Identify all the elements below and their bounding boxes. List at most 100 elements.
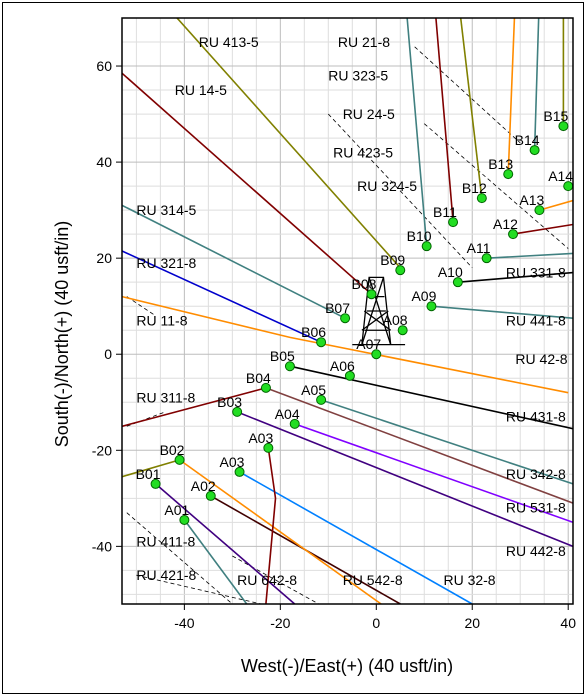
pad-slots xyxy=(150,121,574,525)
pad-slot-marker xyxy=(366,289,377,300)
pad-slot-marker xyxy=(421,241,432,252)
pad-slot-marker xyxy=(316,394,327,405)
well-path xyxy=(122,295,569,394)
pad-slot-marker xyxy=(481,253,492,264)
pad-slot-marker xyxy=(289,418,300,429)
pad-slot-label: B07 xyxy=(325,300,350,316)
reference-dash xyxy=(136,574,262,605)
pad-slot-marker xyxy=(150,478,161,489)
pad-slot-label: B15 xyxy=(543,108,568,124)
pad-slot-marker xyxy=(232,406,243,417)
pad-slot-label: A14 xyxy=(548,168,573,184)
pad-slot-marker xyxy=(263,442,274,453)
x-tick-label: -40 xyxy=(174,615,194,631)
well-label: RU 531-8 xyxy=(506,500,566,516)
well-label: RU 423-5 xyxy=(333,144,393,160)
well-path xyxy=(122,387,267,428)
well-label: RU 311-8 xyxy=(136,389,195,405)
x-axis-label: West(-)/East(+) (40 usft/in) xyxy=(241,656,453,676)
pad-slot-marker xyxy=(179,514,190,525)
well-path xyxy=(175,18,401,269)
pad-slot-marker xyxy=(534,205,545,216)
well-path xyxy=(122,204,346,319)
pad-slot-label: B13 xyxy=(488,156,513,172)
x-tick-label: 40 xyxy=(560,615,576,631)
well-path xyxy=(155,483,296,604)
pad-slot-label: B02 xyxy=(160,442,185,458)
pad-slot-label: B05 xyxy=(270,348,295,364)
well-path xyxy=(457,271,573,283)
well-label: RU 442-8 xyxy=(506,543,566,559)
pad-slot-label: A02 xyxy=(191,478,216,494)
well-path xyxy=(122,250,322,343)
well-path xyxy=(533,18,540,151)
well-labels: RU 413-5 RU 21-8 RU 323-5 RU 14-5 RU 24-5 RU … xyxy=(136,34,567,588)
well-label: RU 321-8 xyxy=(136,255,196,271)
well-label: RU 11-8 xyxy=(136,312,187,328)
pad-slot-label: B09 xyxy=(380,252,405,268)
pad-slot-label: A12 xyxy=(493,216,518,232)
well-path xyxy=(512,223,573,235)
pad-slot-marker xyxy=(448,217,459,228)
well-path xyxy=(265,387,573,504)
pad-slot-label: A01 xyxy=(164,502,189,518)
well-path xyxy=(459,18,483,199)
pad-slot-marker xyxy=(529,145,540,156)
well-label: RU 331-8 xyxy=(506,264,566,280)
y-tick-label: 0 xyxy=(104,346,112,362)
reference-dash xyxy=(424,123,569,249)
pad-slot-marker xyxy=(395,265,406,276)
well-label: RU 542-8 xyxy=(343,572,403,588)
well-path xyxy=(239,471,473,604)
well-path xyxy=(236,411,573,548)
well-label: RU 24-5 xyxy=(343,106,395,122)
pad-slot-marker xyxy=(371,349,382,360)
pad-slot-label: B12 xyxy=(462,180,487,196)
y-tick-labels: -40 -20 0 20 40 60 xyxy=(92,58,122,554)
well-path xyxy=(294,423,573,524)
pad-slot-marker xyxy=(174,454,185,465)
pad-slot-marker xyxy=(284,361,295,372)
y-tick-label: -40 xyxy=(92,538,112,554)
plot-border xyxy=(121,17,574,605)
pad-slot-label: B14 xyxy=(515,132,540,148)
rig-strut xyxy=(361,310,389,331)
pad-slot-label: B04 xyxy=(246,370,271,386)
pad-slot-marker xyxy=(508,229,519,240)
pad-slot-label: A03 xyxy=(220,454,245,470)
y-tick-label: 60 xyxy=(96,58,112,74)
pad-slot-label: A13 xyxy=(519,192,544,208)
well-label: RU 42-8 xyxy=(515,351,567,367)
pad-slot-marker xyxy=(426,301,437,312)
pad-slot-label: A11 xyxy=(467,240,491,256)
grid-lines xyxy=(122,17,573,604)
reference-dash xyxy=(414,46,521,144)
well-path xyxy=(122,72,373,295)
pad-slot-label: B06 xyxy=(301,324,326,340)
y-tick-label: -20 xyxy=(92,442,112,458)
pad-slot-marker xyxy=(476,193,487,204)
pad-slot-label: A08 xyxy=(383,312,408,328)
well-path xyxy=(122,459,180,478)
rig-strut xyxy=(363,310,392,331)
reference-dash xyxy=(232,555,319,605)
pad-slot-label: B11 xyxy=(433,204,457,220)
x-tick-label: 0 xyxy=(372,615,380,631)
well-path xyxy=(265,447,277,604)
reference-dash xyxy=(328,113,473,269)
pad-slot-marker xyxy=(234,466,245,477)
well-label: RU 411-8 xyxy=(136,533,195,549)
pad-slot-marker xyxy=(340,313,351,324)
well-path xyxy=(539,199,573,211)
pad-slot-label: A10 xyxy=(438,264,463,280)
pad-slot-label: A04 xyxy=(275,406,300,422)
well-path xyxy=(507,18,516,175)
pad-slot-label: A09 xyxy=(411,288,436,304)
well-path xyxy=(486,252,573,259)
pad-slot-marker xyxy=(205,490,216,501)
well-path xyxy=(179,459,382,604)
well-path xyxy=(406,18,428,247)
pad-slot-marker xyxy=(503,169,514,180)
pad-slot-label: A05 xyxy=(301,382,326,398)
